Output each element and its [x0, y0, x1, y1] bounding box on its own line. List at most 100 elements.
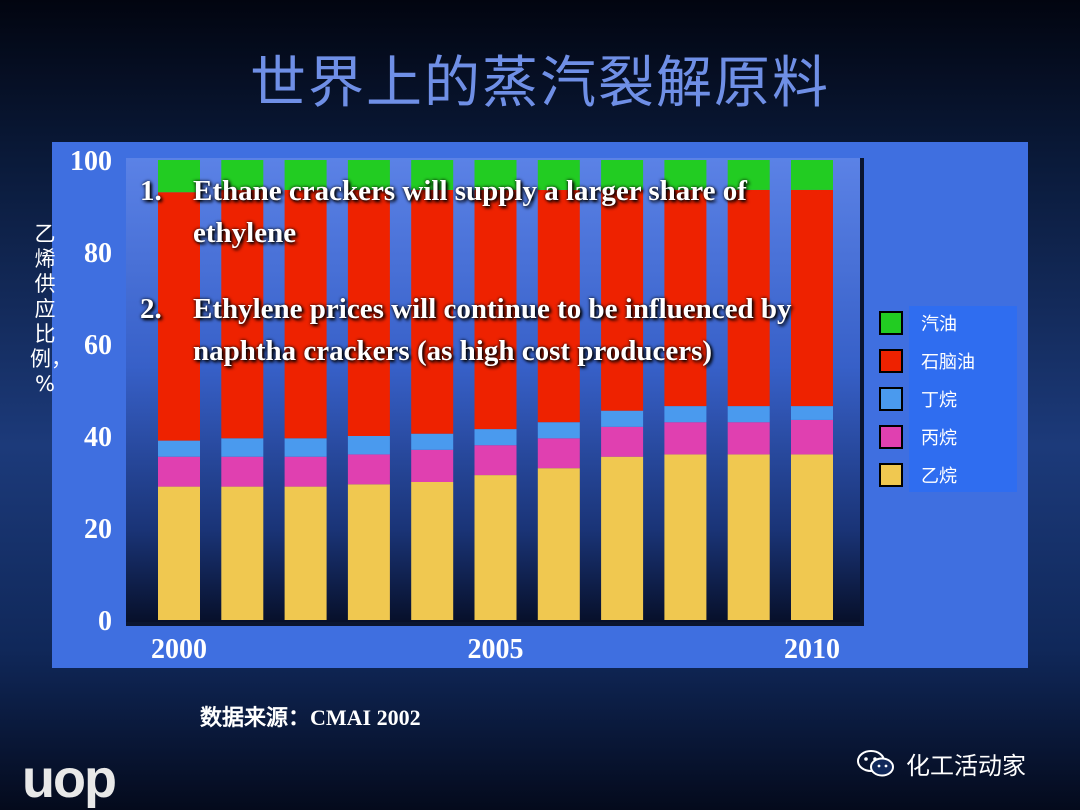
bar-2009-propane	[727, 422, 770, 455]
bar-2006-propane	[537, 438, 580, 469]
bar-2000-butane	[158, 440, 200, 457]
legend-label-ethane: 乙烷	[921, 466, 957, 487]
bar-2008-ethane	[664, 454, 707, 620]
legend: 汽油 石脑油 丁烷 丙烷 乙烷	[879, 306, 1017, 492]
bar-2010-propane	[791, 419, 833, 455]
chart-annotations: 1. Ethane crackers will supply a larger …	[140, 170, 840, 406]
legend-item-naphtha: 石脑油	[879, 346, 975, 376]
legend-label-propane: 丙烷	[921, 428, 957, 449]
bar-2003-naphtha	[347, 189, 390, 436]
bar-2000-ethane	[158, 486, 200, 620]
bar-2006-gasoline	[537, 160, 580, 190]
bar-2007-butane	[601, 410, 644, 427]
y-tick-100: 100	[70, 146, 112, 177]
legend-item-propane: 丙烷	[879, 422, 957, 452]
bar-2002-ethane	[284, 486, 327, 620]
bar-2010-butane	[791, 406, 833, 420]
x-tick-2005: 2005	[468, 634, 524, 665]
bar-2004-propane	[411, 449, 454, 482]
legend-swatch-naphtha	[879, 349, 903, 373]
bar-2000-naphtha	[158, 192, 200, 441]
bar-2002-naphtha	[284, 189, 327, 439]
bar-2000-gasoline	[158, 160, 200, 193]
bar-2010-ethane	[791, 454, 833, 620]
bar-2001-ethane	[221, 486, 264, 620]
y-tick-40: 40	[84, 422, 112, 453]
annotation-1-text: Ethane crackers will supply a larger sha…	[193, 175, 747, 249]
bar-2001-gasoline	[221, 160, 264, 190]
bar-2005-ethane	[474, 475, 517, 620]
brand-watermark: 化工活动家	[856, 746, 1026, 781]
bar-2008-propane	[664, 422, 707, 455]
bar-2003-propane	[347, 454, 390, 485]
legend-label-gasoline: 汽油	[921, 314, 957, 335]
bar-2001-naphtha	[221, 189, 264, 439]
bar-2005-butane	[474, 429, 517, 446]
bar-2000-propane	[158, 456, 200, 487]
legend-swatch-ethane	[879, 463, 903, 487]
bar-2009-gasoline	[727, 160, 770, 190]
y-tick-0: 0	[98, 606, 112, 637]
bar-2003-ethane	[347, 484, 390, 620]
bar-group	[158, 160, 833, 620]
legend-swatch-propane	[879, 425, 903, 449]
brand-text: 化工活动家	[906, 752, 1026, 780]
annotation-1-number: 1.	[140, 175, 162, 207]
bar-2008-gasoline	[664, 160, 707, 190]
legend-swatch-gasoline	[879, 311, 903, 335]
bar-2006-butane	[537, 422, 580, 439]
slide-title: 世界上的蒸汽裂解原料	[250, 51, 830, 116]
bar-2001-propane	[221, 456, 264, 487]
data-source: 数据来源：CMAI 2002	[200, 700, 421, 732]
bar-2009-ethane	[727, 454, 770, 620]
annotation-2: 2. Ethylene prices will continue to be i…	[140, 288, 840, 372]
uop-logo: uop	[22, 749, 117, 809]
bar-2008-butane	[664, 406, 707, 423]
bar-2002-gasoline	[284, 160, 327, 190]
bar-2003-gasoline	[347, 160, 390, 190]
bar-2007-ethane	[601, 456, 644, 620]
bar-2006-ethane	[537, 468, 580, 620]
legend-item-ethane: 乙烷	[879, 460, 957, 490]
bar-2003-butane	[347, 436, 390, 455]
bar-2004-ethane	[411, 482, 454, 620]
y-tick-80: 80	[84, 238, 112, 269]
bar-2004-butane	[411, 433, 454, 450]
legend-swatch-butane	[879, 387, 903, 411]
bar-2007-gasoline	[601, 160, 644, 190]
y-tick-labels: 0 20 40 60 80 100	[70, 146, 112, 637]
bar-2005-naphtha	[474, 189, 517, 430]
data-source-name: CMAI 2002	[310, 705, 421, 730]
y-tick-60: 60	[84, 330, 112, 361]
legend-item-butane: 丁烷	[879, 384, 957, 414]
bar-2009-butane	[727, 406, 770, 423]
legend-label-naphtha: 石脑油	[921, 352, 975, 373]
x-tick-labels: 2000 2005 2010	[151, 634, 840, 665]
legend-item-gasoline: 汽油	[879, 308, 957, 338]
bar-2005-propane	[474, 445, 517, 476]
legend-label-butane: 丁烷	[921, 390, 957, 411]
bar-2002-propane	[284, 456, 327, 487]
x-tick-2000: 2000	[151, 634, 207, 665]
bar-2004-gasoline	[411, 160, 454, 190]
bar-2002-butane	[284, 438, 327, 457]
wechat-icon	[857, 749, 894, 776]
bar-2010-naphtha	[791, 189, 833, 407]
bar-2001-butane	[221, 438, 264, 457]
y-axis-label: 乙烯供应比例，%	[30, 222, 72, 396]
bar-2005-gasoline	[474, 160, 517, 190]
annotation-2-text: Ethylene prices will continue to be infl…	[193, 293, 792, 367]
y-tick-20: 20	[84, 514, 112, 545]
bar-2010-gasoline	[791, 160, 833, 190]
bar-2007-propane	[601, 426, 644, 457]
annotation-2-number: 2.	[140, 293, 162, 325]
bar-2009-naphtha	[727, 189, 770, 407]
bar-2004-naphtha	[411, 189, 454, 434]
bar-2007-naphtha	[601, 189, 644, 411]
annotation-1: 1. Ethane crackers will supply a larger …	[140, 170, 840, 254]
bar-2006-naphtha	[537, 189, 580, 423]
bar-2008-naphtha	[664, 189, 707, 407]
data-source-label: 数据来源：	[200, 706, 311, 731]
x-tick-2010: 2010	[784, 634, 840, 665]
